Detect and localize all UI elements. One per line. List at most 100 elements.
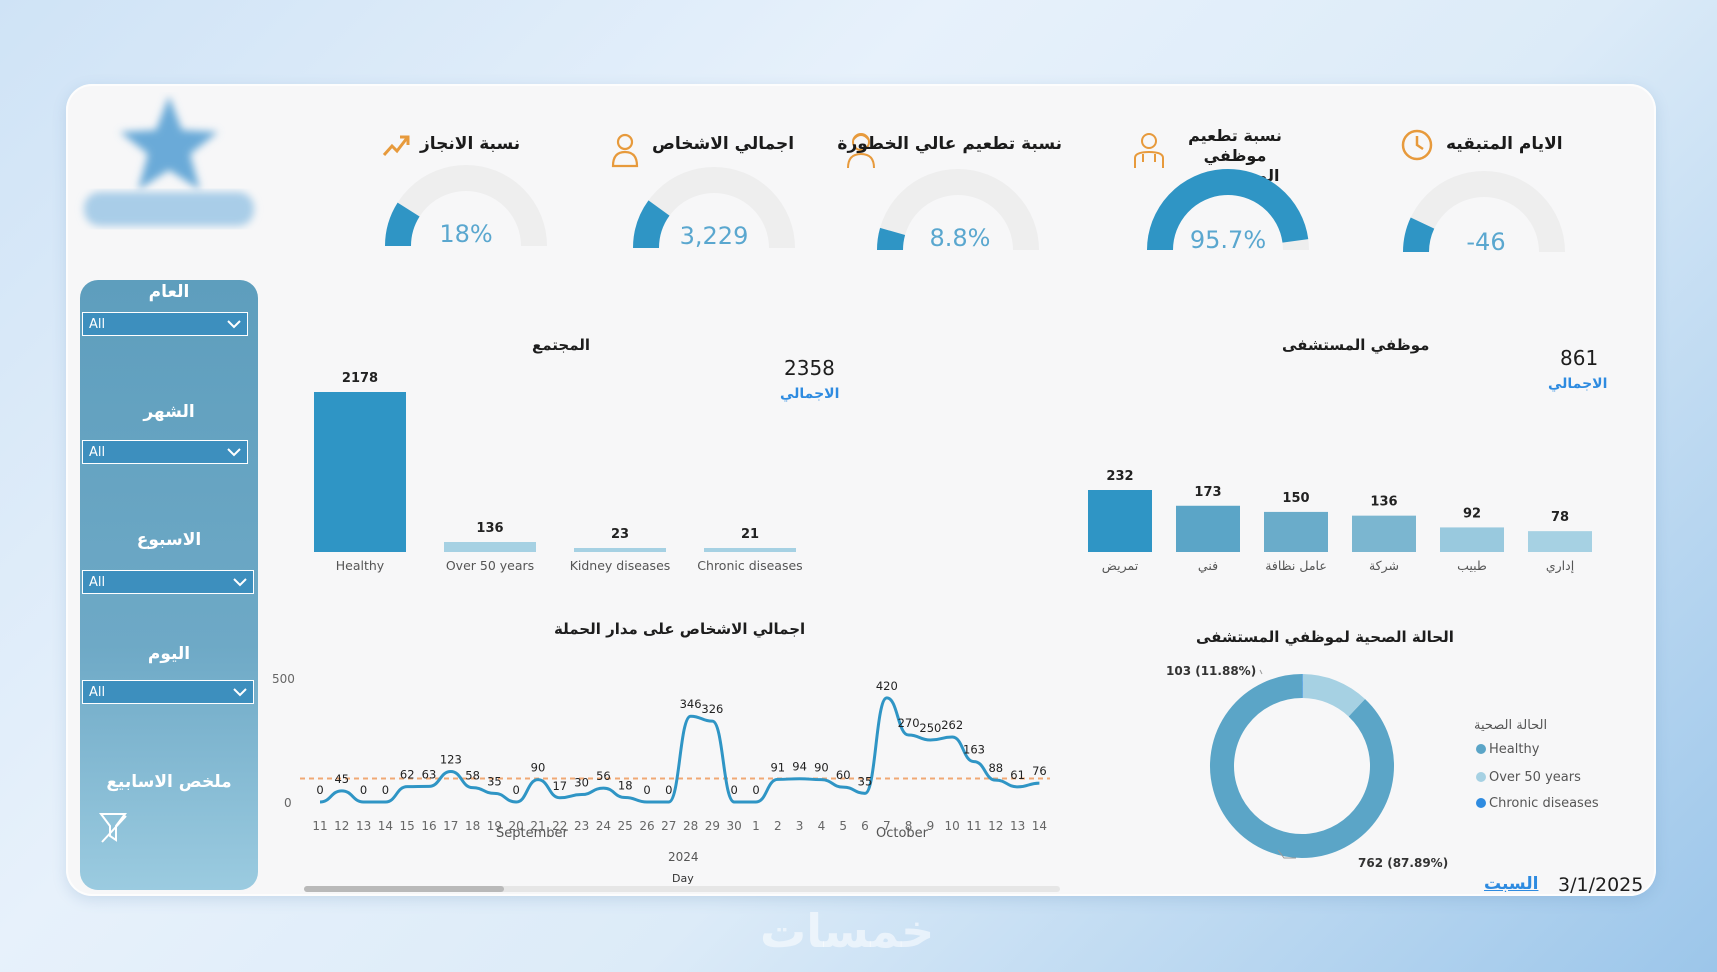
bar[interactable] <box>1176 505 1240 552</box>
bar[interactable] <box>1440 527 1504 552</box>
legend-item-over-50: Over 50 years <box>1476 770 1581 785</box>
bar[interactable] <box>1264 511 1328 552</box>
bar[interactable] <box>1352 515 1416 552</box>
data-label: 0 <box>752 783 759 797</box>
x-tick-label: 22 <box>552 819 567 833</box>
legend-text: Over 50 years <box>1489 770 1581 785</box>
elderly-person-icon <box>847 133 875 169</box>
bar-value-label: 173 <box>1194 485 1221 500</box>
x-tick-label: 14 <box>1032 819 1047 833</box>
x-tick-label: 14 <box>378 819 393 833</box>
x-tick-label: 1 <box>752 819 760 833</box>
bar-value-label: 136 <box>1370 495 1397 510</box>
kpi-value-1: -46 <box>1466 228 1506 256</box>
x-tick-label: 2 <box>774 819 782 833</box>
trend-up-icon <box>382 135 410 156</box>
bar[interactable] <box>574 548 666 552</box>
kpi-title-2: نسبة تطعيم موظفي المستشفى <box>1188 126 1282 185</box>
x-tick-label: 12 <box>988 819 1003 833</box>
data-label: 61 <box>1010 768 1025 782</box>
y-tick-500: 500 <box>272 672 295 686</box>
y-tick-0: 0 <box>284 796 292 810</box>
donut-slice[interactable] <box>1302 674 1366 717</box>
timeline-scrollbar[interactable] <box>304 886 1060 892</box>
kpi-value-2: 95.7% <box>1189 226 1267 254</box>
year-filter-value: All <box>89 317 106 332</box>
scrollbar-thumb[interactable] <box>304 886 504 892</box>
week-filter-dropdown[interactable]: All <box>82 570 254 594</box>
data-label: 17 <box>552 779 567 793</box>
day-filter-label: اليوم <box>147 644 191 664</box>
legend-item-chronic: Chronic diseases <box>1476 796 1599 811</box>
day-filter-dropdown[interactable]: All <box>82 680 254 704</box>
clear-filter-icon[interactable] <box>98 810 130 846</box>
data-label: 35 <box>487 774 502 788</box>
bar[interactable] <box>1088 490 1152 552</box>
x-tick-label: 9 <box>927 819 935 833</box>
x-axis-label: Day <box>672 872 694 885</box>
data-label: 0 <box>513 783 520 797</box>
x-tick-label: 26 <box>639 819 654 833</box>
bar[interactable] <box>314 392 406 552</box>
data-label: 90 <box>531 761 546 775</box>
chevron-down-icon <box>233 688 247 697</box>
leader-line <box>1277 849 1296 859</box>
data-label: 0 <box>382 783 389 797</box>
donut-slice[interactable] <box>1210 674 1394 858</box>
clock-icon <box>1401 129 1433 161</box>
month-label-october: October <box>876 826 929 841</box>
kpi-title-1: الايام المتبقيه <box>1446 134 1563 154</box>
data-label: 0 <box>643 783 650 797</box>
x-tick-label: 28 <box>683 819 698 833</box>
x-tick-label: 11 <box>312 819 327 833</box>
x-tick-label: 16 <box>421 819 436 833</box>
kpi-title-5: نسبة الانجاز <box>420 134 521 154</box>
kpi-title-3: نسبة تطعيم عالي الخطورة <box>837 134 1062 154</box>
legend-dot <box>1476 744 1486 754</box>
kpi-title-4: اجمالي الاشخاص <box>652 134 795 154</box>
bar[interactable] <box>1528 531 1592 552</box>
bar-value-label: 136 <box>476 521 503 536</box>
bar[interactable] <box>444 542 536 552</box>
bar-category-label: طبيب <box>1457 558 1487 573</box>
data-label: 35 <box>858 774 873 788</box>
kpi-value-4: 3,229 <box>679 222 749 250</box>
community-total: 2358 <box>784 356 835 380</box>
data-label: 0 <box>360 783 367 797</box>
x-tick-label: 7 <box>883 819 891 833</box>
year-filter-dropdown[interactable]: All <box>82 312 248 336</box>
series-line[interactable] <box>319 696 1040 804</box>
x-tick-label: 5 <box>839 819 847 833</box>
community-total-label: الاجمالي <box>780 386 840 402</box>
community-chart-title: المجتمع <box>532 336 591 354</box>
bar-category-label: Over 50 years <box>446 558 534 573</box>
bar-value-label: 23 <box>611 527 629 542</box>
data-label: 123 <box>440 752 462 766</box>
bar-category-label: شركة <box>1369 558 1399 574</box>
x-tick-label: 30 <box>727 819 742 833</box>
timeline-chart-title: اجمالي الاشخاص على مدار الحملة <box>554 620 806 638</box>
month-filter-dropdown[interactable]: All <box>82 440 248 464</box>
data-label: 270 <box>898 716 920 730</box>
x-tick-label: 8 <box>905 819 913 833</box>
legend-title: الحالة الصحية <box>1474 718 1548 733</box>
week-filter-label: الاسبوع <box>136 530 202 550</box>
x-tick-label: 12 <box>334 819 349 833</box>
x-tick-label: 24 <box>596 819 611 833</box>
x-tick-label: 18 <box>465 819 480 833</box>
chevron-down-icon <box>233 578 247 587</box>
x-tick-label: 15 <box>400 819 415 833</box>
bar-value-label: 92 <box>1463 506 1481 521</box>
data-label: 90 <box>814 761 829 775</box>
kpi-value-5: 18% <box>439 220 493 248</box>
staff-total: 861 <box>1560 346 1599 370</box>
data-label: 60 <box>836 768 851 782</box>
data-label: 163 <box>963 743 985 757</box>
x-tick-label: 17 <box>443 819 458 833</box>
bar[interactable] <box>704 548 796 552</box>
weeks-summary-label[interactable]: ملخص الاسابيع <box>106 772 232 792</box>
leader-line <box>1259 669 1263 675</box>
data-label: 0 <box>731 783 738 797</box>
data-label: 262 <box>941 718 963 732</box>
month-filter-value: All <box>89 445 106 460</box>
